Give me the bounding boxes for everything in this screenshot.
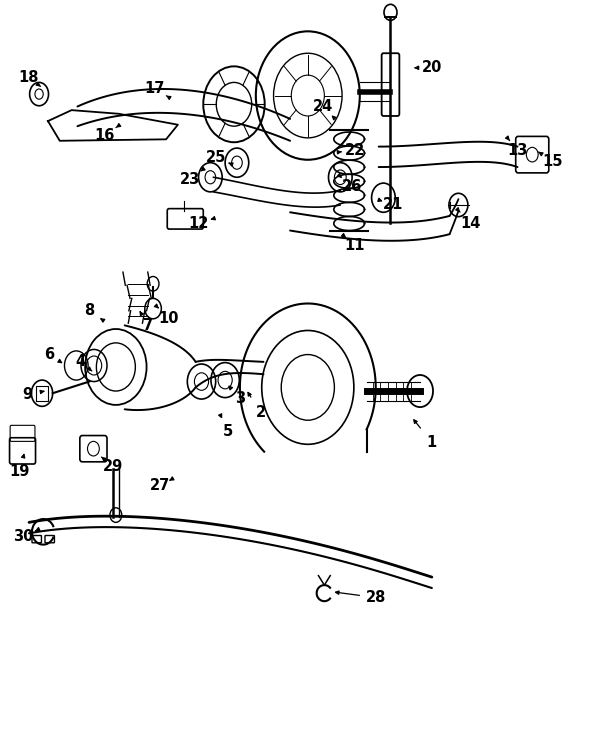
Text: 10: 10: [159, 311, 179, 325]
Text: 3: 3: [235, 391, 245, 406]
Text: 4: 4: [75, 355, 85, 369]
Text: 9: 9: [22, 387, 33, 402]
Text: 19: 19: [9, 463, 30, 479]
Text: 13: 13: [507, 143, 527, 158]
Text: 26: 26: [342, 179, 362, 194]
Text: 2: 2: [256, 406, 266, 420]
Text: 21: 21: [383, 197, 404, 213]
Text: 22: 22: [345, 143, 365, 158]
Text: 6: 6: [44, 347, 54, 362]
Text: 14: 14: [460, 216, 481, 231]
Text: 23: 23: [179, 172, 200, 187]
Text: 29: 29: [103, 458, 123, 474]
Text: 7: 7: [143, 318, 153, 333]
Text: 12: 12: [188, 216, 209, 231]
Text: 15: 15: [543, 154, 563, 169]
Text: 25: 25: [206, 150, 227, 165]
Text: 8: 8: [84, 303, 94, 318]
Text: 1: 1: [427, 435, 437, 450]
Text: 11: 11: [345, 238, 365, 253]
Text: 30: 30: [13, 529, 33, 545]
Text: 28: 28: [365, 590, 386, 605]
Text: 20: 20: [422, 61, 442, 75]
Text: 16: 16: [94, 128, 114, 143]
Text: 27: 27: [150, 478, 170, 493]
Text: 17: 17: [144, 80, 165, 96]
Text: 18: 18: [19, 69, 39, 85]
Text: 5: 5: [223, 424, 233, 439]
Text: 24: 24: [313, 99, 333, 114]
